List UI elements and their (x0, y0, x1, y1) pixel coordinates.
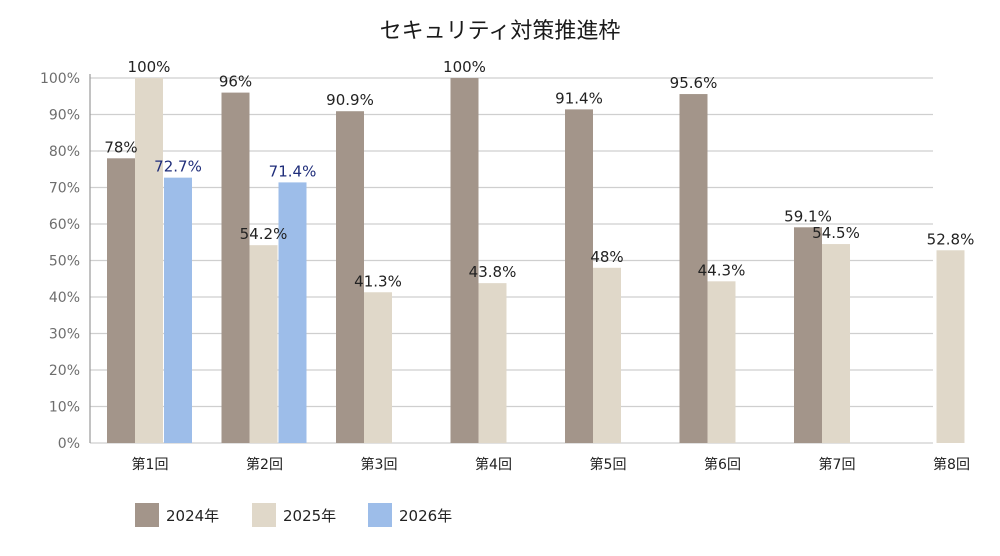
data-label: 48% (590, 248, 623, 266)
legend-swatch-3 (368, 503, 392, 527)
y-tick-label: 20% (49, 363, 80, 379)
x-tick-label: 第5回 (590, 456, 627, 473)
legend-label: 2025年 (283, 507, 336, 525)
data-label: 91.4% (555, 89, 603, 107)
bar-7-1 (794, 227, 822, 443)
x-tick-label: 第2回 (246, 456, 283, 473)
bar-6-2 (707, 281, 736, 443)
data-label: 96% (219, 73, 252, 91)
x-tick-label: 第1回 (132, 456, 169, 473)
data-label: 43.8% (469, 263, 517, 281)
y-tick-label: 30% (49, 327, 80, 343)
legend-label: 2024年 (166, 507, 219, 525)
bar-5-1 (565, 109, 593, 443)
bar-1-1 (107, 158, 135, 444)
data-label: 90.9% (326, 91, 374, 109)
data-label: 78% (104, 138, 137, 156)
bar-7-2 (822, 244, 850, 443)
data-label: 100% (443, 58, 486, 76)
chart-title: セキュリティ対策推進枠 (380, 19, 621, 44)
bars (107, 78, 965, 444)
bar-2-2 (249, 245, 278, 443)
x-tick-label: 第7回 (819, 456, 856, 473)
y-tick-label: 70% (49, 181, 80, 197)
y-tick-label: 0% (58, 436, 80, 452)
y-tick-label: 80% (49, 144, 80, 160)
y-tick-label: 40% (49, 290, 80, 306)
data-labels: 78% 100% 72.7% 96% 54.2% 71.4% 90.9% 41.3% 100% 4… (104, 58, 974, 290)
bar-3-1 (336, 111, 364, 443)
legend-swatch-2 (252, 503, 276, 527)
bar-6-1 (679, 94, 708, 443)
y-tick-label: 60% (49, 217, 80, 233)
bar-4-2 (478, 283, 507, 443)
data-label: 52.8% (927, 230, 975, 248)
x-tick-label: 第3回 (361, 456, 398, 473)
x-tick-label: 第4回 (475, 456, 512, 473)
x-tick-label: 第8回 (933, 456, 970, 473)
bar-1-3 (164, 177, 192, 443)
legend: 2024年 2025年 2026年 (135, 503, 452, 527)
bar-1-2 (135, 78, 163, 443)
data-label: 54.5% (812, 224, 860, 242)
bar-2-3 (278, 182, 307, 443)
data-label: 44.3% (698, 261, 746, 279)
bar-2-1 (221, 92, 250, 443)
data-label: 72.7% (154, 158, 202, 176)
data-label: 71.4% (269, 162, 317, 180)
data-label: 41.3% (354, 272, 402, 290)
y-axis: 0% 10% 20% 30% 40% 50% 60% 70% 80% 90% 100% (40, 71, 91, 452)
bar-4-1 (450, 78, 479, 443)
data-label: 59.1% (784, 207, 832, 225)
x-tick-label: 第6回 (704, 456, 741, 473)
y-tick-label: 50% (49, 254, 80, 270)
legend-swatch-1 (135, 503, 159, 527)
y-tick-label: 10% (49, 400, 80, 416)
bar-8-2 (936, 250, 965, 443)
bar-5-2 (593, 267, 621, 443)
data-label: 54.2% (240, 225, 288, 243)
legend-label: 2026年 (399, 507, 452, 525)
bar-3-2 (364, 292, 392, 443)
x-axis: 第1回 第2回 第3回 第4回 第5回 第6回 第7回 第8回 (132, 456, 970, 473)
y-tick-label: 90% (49, 108, 80, 124)
y-tick-label: 100% (40, 71, 80, 87)
data-label: 100% (128, 58, 171, 76)
data-label: 95.6% (670, 74, 718, 92)
